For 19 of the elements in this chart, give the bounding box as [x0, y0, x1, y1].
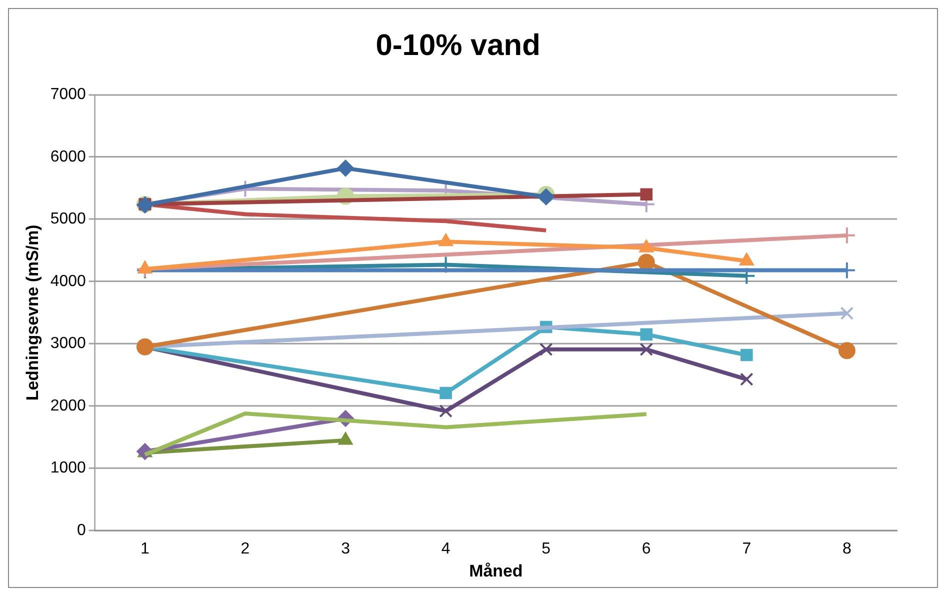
x-tick-label: 8 [842, 540, 852, 558]
y-tick-label: 7000 [50, 86, 86, 104]
x-tick-label: 4 [441, 540, 450, 558]
x-tick-label: 5 [542, 540, 551, 558]
x-tick-label: 2 [240, 540, 250, 558]
x-axis-title: Måned [469, 562, 523, 581]
y-tick-label: 4000 [50, 272, 86, 290]
chart-title: 0-10% vand [376, 29, 540, 62]
y-tick-label: 1000 [50, 460, 86, 477]
x-tick-label: 1 [140, 540, 150, 558]
y-tick-label: 0 [76, 522, 86, 539]
y-axis-title: Ledningsevne (mS/m) [22, 224, 42, 401]
x-tick-label: 6 [642, 540, 651, 558]
y-tick-label: 3000 [50, 335, 86, 352]
y-tick-label: 5000 [50, 210, 86, 228]
y-tick-label: 6000 [50, 148, 86, 166]
x-tick-label: 7 [742, 540, 752, 558]
x-tick-label: 3 [341, 540, 350, 558]
y-tick-label: 2000 [50, 397, 86, 414]
